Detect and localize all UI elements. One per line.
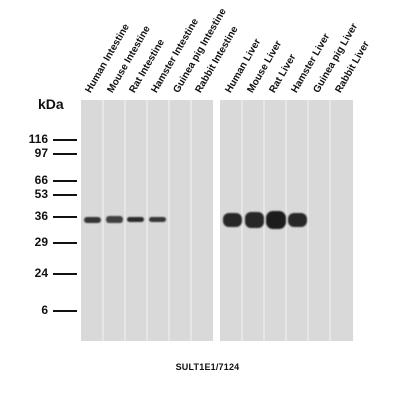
band-human-liver <box>223 213 242 227</box>
band-human-intestine <box>84 217 101 223</box>
antibody-caption: SULT1E1/7124 <box>0 362 415 372</box>
marker-label-6: 6 <box>8 303 48 317</box>
marker-label-53: 53 <box>8 187 48 201</box>
band-hamster-liver <box>288 213 307 227</box>
marker-label-66: 66 <box>8 173 48 187</box>
band-mouse-intestine <box>106 216 123 223</box>
kda-axis-label: kDa <box>38 96 64 112</box>
marker-label-24: 24 <box>8 266 48 280</box>
band-mouse-liver <box>245 212 264 228</box>
band-hamster-intestine <box>149 217 166 222</box>
marker-label-116: 116 <box>8 132 48 146</box>
marker-label-29: 29 <box>8 235 48 249</box>
marker-label-97: 97 <box>8 146 48 160</box>
marker-ticks <box>53 140 77 311</box>
band-rat-liver <box>266 211 286 229</box>
band-rat-intestine <box>127 217 144 222</box>
marker-label-36: 36 <box>8 209 48 223</box>
